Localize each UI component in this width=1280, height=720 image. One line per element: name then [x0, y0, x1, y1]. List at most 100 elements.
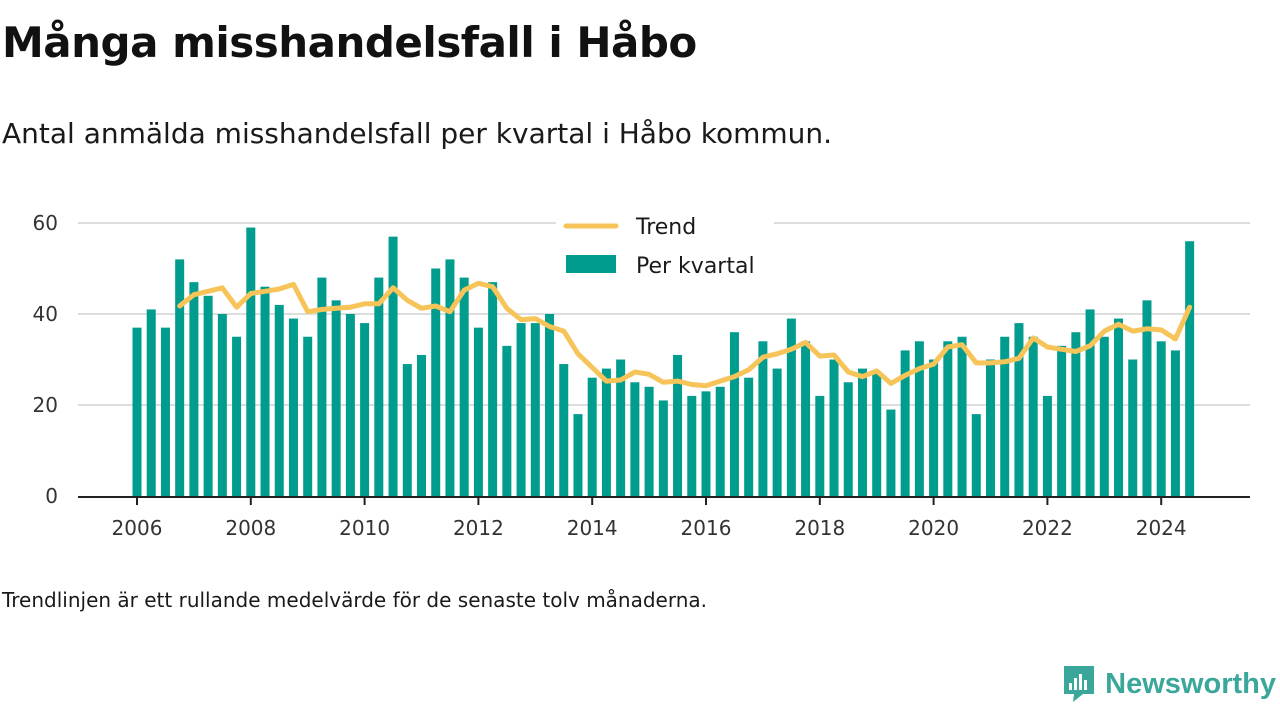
- bar: [772, 368, 782, 496]
- bar: [459, 277, 469, 496]
- bar: [260, 286, 270, 496]
- bar: [232, 336, 242, 496]
- y-tick-label: 20: [33, 393, 58, 417]
- bar: [345, 314, 355, 496]
- bar: [317, 277, 327, 496]
- bar: [1057, 345, 1067, 496]
- bar: [1042, 395, 1052, 496]
- bar: [1170, 350, 1180, 496]
- bar: [431, 268, 441, 496]
- bar: [502, 345, 512, 496]
- legend: Trend Per kvartal: [556, 210, 774, 292]
- bar: [1142, 300, 1152, 496]
- bar: [701, 391, 711, 496]
- bar: [417, 354, 426, 496]
- x-tick-label: 2014: [567, 516, 618, 540]
- trend-line: [177, 280, 1193, 389]
- bar: [559, 364, 569, 496]
- brand[interactable]: Newsworthy: [1061, 664, 1276, 704]
- bar: [303, 336, 313, 496]
- x-tick-label: 2006: [112, 516, 163, 540]
- x-tick-label: 2022: [1022, 516, 1073, 540]
- bar: [203, 295, 213, 496]
- bar: [189, 282, 199, 496]
- bars-per-kvartal: [132, 227, 1195, 497]
- bar: [246, 227, 256, 497]
- bar: [929, 359, 939, 496]
- bar: [217, 314, 227, 496]
- bar: [658, 400, 668, 496]
- bar: [914, 341, 924, 496]
- bar: [801, 341, 811, 496]
- chart: 0 20 40 60 2006 2008 2010 2012 2014 2016 2018 2020…: [33, 210, 1250, 540]
- bar: [587, 377, 597, 496]
- bar: [146, 309, 156, 496]
- bar: [1185, 241, 1195, 496]
- bar: [331, 300, 341, 496]
- bar: [616, 359, 626, 496]
- x-tick-label: 2010: [339, 516, 390, 540]
- bar: [601, 368, 611, 496]
- bar: [758, 341, 768, 496]
- bar: [971, 414, 981, 496]
- bar: [957, 336, 967, 496]
- bar: [900, 350, 910, 496]
- y-tick-label: 40: [33, 302, 58, 326]
- bar: [1000, 336, 1010, 496]
- y-tick-label: 0: [45, 484, 58, 508]
- bar: [744, 377, 754, 496]
- x-tick-label: 2008: [225, 516, 276, 540]
- brand-name: Newsworthy: [1105, 667, 1276, 700]
- bar: [644, 386, 654, 496]
- x-axis-ticks: 2006 2008 2010 2012 2014 2016 2018 2020 2022 2024: [112, 498, 1187, 540]
- bar: [1028, 336, 1038, 496]
- bar: [943, 341, 953, 496]
- bar: [1099, 336, 1109, 496]
- bar: [843, 382, 853, 496]
- footnote: Trendlinjen är ett rullande medelvärde f…: [2, 588, 708, 612]
- bar: [530, 323, 540, 496]
- bar: [488, 282, 498, 496]
- bar: [274, 304, 284, 496]
- bar: [1114, 318, 1124, 496]
- x-tick-label: 2018: [794, 516, 845, 540]
- chart-title: Många misshandelsfall i Håbo: [2, 18, 697, 67]
- bar: [132, 327, 142, 496]
- bar: [673, 354, 683, 496]
- bar: [857, 368, 867, 496]
- legend-bar-swatch: [566, 255, 616, 273]
- bar: [829, 359, 839, 496]
- bar: [473, 327, 483, 496]
- bar: [630, 382, 640, 496]
- y-tick-label: 60: [33, 211, 58, 235]
- bar: [402, 364, 412, 496]
- bar: [1128, 359, 1138, 496]
- bar: [1156, 341, 1166, 496]
- bar: [872, 373, 882, 496]
- bar: [445, 259, 455, 496]
- legend-label-trend: Trend: [635, 215, 696, 240]
- bar: [786, 318, 796, 496]
- bar: [715, 386, 725, 496]
- chart-subtitle: Antal anmälda misshandelsfall per kvarta…: [2, 117, 833, 150]
- bar: [374, 277, 384, 496]
- bar: [1085, 309, 1095, 496]
- bar: [388, 236, 398, 496]
- legend-label-per-kvartal: Per kvartal: [636, 254, 755, 279]
- bar: [886, 409, 896, 496]
- x-tick-label: 2020: [908, 516, 959, 540]
- bar: [545, 314, 555, 496]
- bar: [1071, 332, 1081, 496]
- bar: [160, 327, 170, 496]
- bar: [1014, 323, 1024, 496]
- bar: [729, 332, 739, 496]
- bar: [516, 323, 526, 496]
- bar: [573, 414, 583, 496]
- x-tick-label: 2016: [681, 516, 732, 540]
- bar: [687, 395, 697, 496]
- newsworthy-logo-icon: [1064, 666, 1095, 702]
- y-axis-ticks: 0 20 40 60: [33, 211, 58, 508]
- bar: [986, 359, 995, 496]
- bar: [288, 318, 298, 496]
- bar: [360, 323, 370, 496]
